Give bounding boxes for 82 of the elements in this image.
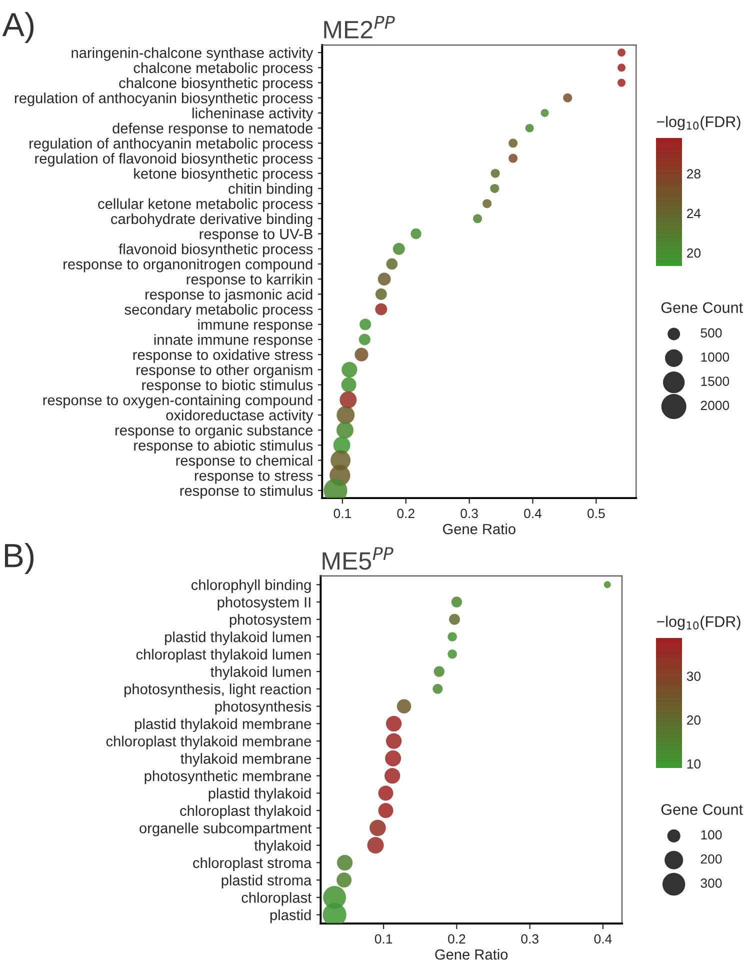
y-tick-label: thylakoid	[254, 840, 311, 854]
y-tick-label: thylakoid membrane	[180, 753, 311, 767]
legend-title: Gene Count	[661, 804, 743, 815]
y-tick-label: regulation of flavonoid biosynthetic process	[35, 152, 313, 167]
y-tick-label: response to organonitrogen compound	[64, 258, 312, 272]
y-tick-label: response to other organism	[136, 364, 312, 378]
y-tick-label: response to stimulus	[180, 485, 313, 499]
color-bar-label: 20	[687, 248, 701, 258]
color-bar-label: 24	[687, 208, 701, 218]
legend-label: 1500	[701, 376, 730, 386]
legend-label: 2000	[700, 400, 730, 410]
color-bar-title: −log$_{10}$(FDR)	[656, 116, 740, 130]
y-tick-label: secondary metabolic process	[124, 304, 313, 318]
y-tick-label: response to UV-B	[200, 229, 312, 242]
chart-title: ME2$^{PP}$	[324, 16, 395, 38]
y-tick-label: licheninase activity	[192, 108, 314, 122]
color-bar-title: −log$_{10}$(FDR)	[656, 616, 740, 630]
y-tick-label: plastid thylakoid	[208, 788, 311, 802]
color-bar-label: 28	[687, 169, 700, 179]
y-tick-label: chloroplast	[242, 892, 312, 906]
legend-label: 100	[701, 830, 722, 840]
y-tick-label: response to jasmonic acid	[146, 288, 312, 302]
y-tick-label: innate immune response	[154, 334, 312, 348]
y-tick-label: chlorophyll binding	[191, 579, 311, 593]
y-tick-label: response to stress	[194, 471, 313, 484]
y-tick-label: chloroplast thylakoid membrane	[106, 736, 311, 750]
y-tick-label: plastid	[270, 910, 311, 924]
y-tick-label: naringenin-chalcone synthase activity	[72, 47, 314, 61]
y-tick-label: response to oxidative stress	[133, 349, 313, 363]
legend-label: 500	[700, 328, 722, 338]
y-tick-label: plastid stroma	[222, 874, 312, 888]
y-tick-label: photosynthetic membrane	[144, 770, 311, 784]
x-tick-label: 0.3	[460, 508, 478, 518]
x-tick-label: 0.3	[521, 934, 538, 944]
legend-label: 1000	[701, 352, 730, 362]
y-tick-label: response to organic substance	[115, 424, 312, 438]
x-axis-title: Gene Ratio	[435, 948, 508, 960]
y-tick-label: chloroplast thylakoid	[180, 805, 311, 819]
legend-label: 200	[700, 854, 722, 864]
x-tick-label: 0.4	[594, 934, 612, 944]
y-tick-label: response to abiotic stimulus	[134, 440, 313, 454]
x-tick-label: 0.5	[588, 508, 605, 518]
x-tick-label: 0.4	[524, 508, 542, 518]
color-bar-label: 20	[687, 715, 701, 725]
y-tick-label: oxidoreductase activity	[166, 410, 314, 424]
y-tick-label: chloroplast stroma	[193, 857, 312, 871]
color-bar-label: 30	[686, 672, 701, 681]
y-tick-label: chitin binding	[228, 183, 312, 197]
y-tick-label: ketone biosynthetic process	[134, 168, 313, 182]
chart-title: ME5$^{PP}$	[322, 547, 394, 570]
text: A)	[2, 12, 34, 44]
y-tick-label: response to chemical	[176, 455, 312, 469]
y-tick-label: organelle subcompartment	[140, 822, 312, 836]
text: B)	[4, 542, 34, 574]
y-tick-label: photosystem II	[218, 596, 310, 610]
x-tick-label: 0.1	[374, 934, 392, 944]
y-tick-label: cellular ketone metabolic process	[98, 198, 313, 212]
y-tick-label: carbohydrate derivative binding	[111, 213, 312, 227]
y-tick-label: chloroplast thylakoid lumen	[136, 648, 311, 662]
legend-label: 300	[700, 878, 722, 888]
y-tick-label: flavonoid biosynthetic process	[118, 244, 313, 258]
y-tick-label: response to biotic stimulus	[142, 379, 313, 394]
y-tick-label: response to oxygen-containing compound	[43, 394, 312, 408]
legend-title: Gene Count	[661, 302, 743, 314]
y-tick-label: regulation of anthocyanin biosynthetic process	[14, 92, 313, 106]
y-tick-label: response to karrikin	[186, 274, 312, 288]
y-tick-label: defense response to nematode	[112, 122, 312, 136]
x-tick-label: 0.2	[448, 934, 466, 944]
y-tick-label: plastid thylakoid membrane	[135, 718, 311, 732]
x-tick-label: 0.1	[334, 508, 351, 518]
y-tick-label: thylakoid lumen	[210, 666, 311, 680]
y-tick-label: photosynthesis	[215, 700, 312, 715]
y-tick-label: regulation of anthocyanin metabolic process	[30, 138, 313, 152]
y-tick-label: immune response	[198, 319, 312, 333]
x-tick-label: 0.2	[397, 508, 414, 518]
y-tick-label: chalcone biosynthetic process	[119, 77, 313, 92]
y-tick-label: plastid thylakoid lumen	[165, 631, 311, 646]
x-axis-title: Gene Ratio	[442, 524, 516, 534]
y-tick-label: photosystem	[230, 614, 311, 628]
y-tick-label: photosynthesis, light reaction	[124, 684, 311, 698]
color-bar-label: 10	[687, 759, 701, 769]
y-tick-label: chalcone metabolic process	[134, 62, 313, 76]
